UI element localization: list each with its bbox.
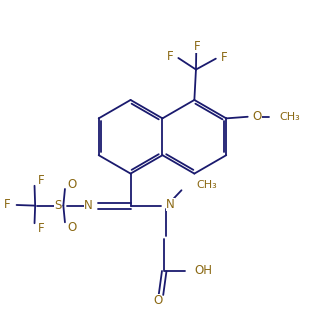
Text: O: O <box>253 110 262 123</box>
Text: F: F <box>194 40 201 53</box>
Text: O: O <box>67 178 77 191</box>
Text: N: N <box>166 198 175 211</box>
Text: F: F <box>167 50 174 63</box>
Text: CH₃: CH₃ <box>196 180 217 191</box>
Text: S: S <box>54 199 62 212</box>
Text: O: O <box>153 294 162 306</box>
Text: F: F <box>4 199 10 211</box>
Text: N: N <box>84 199 93 212</box>
Text: O: O <box>67 220 77 234</box>
Text: CH₃: CH₃ <box>279 112 300 122</box>
Text: F: F <box>38 221 45 235</box>
Text: OH: OH <box>194 264 212 277</box>
Text: F: F <box>38 174 45 187</box>
Text: F: F <box>221 51 227 64</box>
